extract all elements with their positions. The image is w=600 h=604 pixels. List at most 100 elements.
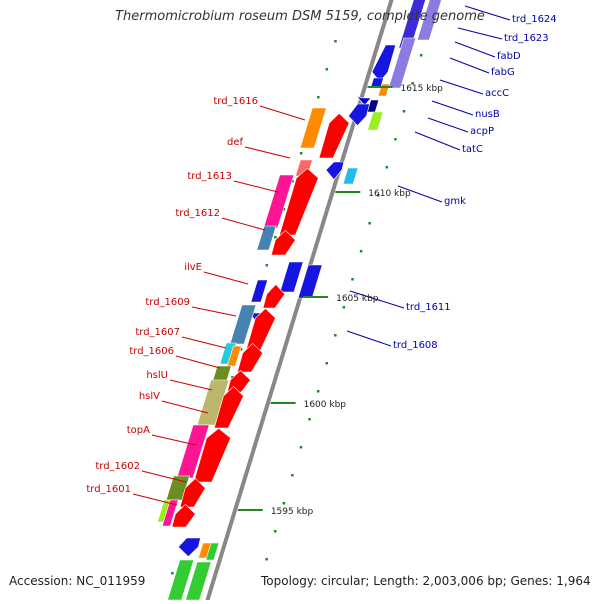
right-gene-label: trd_1608 [393, 340, 438, 351]
track-dash [334, 40, 337, 43]
left-gene-label: hslU [146, 370, 168, 381]
right-gene-label: nusB [475, 109, 500, 120]
track-dash [385, 166, 389, 169]
track-dash [317, 96, 320, 99]
leader-line [181, 336, 227, 349]
track-dash [282, 208, 286, 211]
leader-line [221, 217, 266, 231]
track-dash [316, 390, 320, 393]
leader-line [151, 434, 197, 446]
track-dash [402, 110, 406, 113]
leader-line [233, 180, 279, 193]
left-gene-label: trd_1613 [187, 171, 232, 182]
track-dash [274, 236, 277, 239]
gene-block [299, 107, 327, 149]
track-dash [368, 222, 371, 225]
gene-block [279, 261, 304, 293]
leader-line [161, 400, 209, 414]
leader-line [439, 79, 484, 95]
right-gene-label: trd_1623 [504, 33, 549, 44]
left-gene-label: trd_1602 [95, 461, 140, 472]
track-dash [359, 250, 363, 253]
genome-axis [204, 0, 394, 604]
track-dash [273, 530, 277, 533]
gene-block [177, 537, 201, 558]
leader-line [175, 355, 221, 369]
left-gene-label: trd_1601 [86, 484, 131, 495]
gene-block [416, 0, 442, 41]
accession-label: Accession: NC_011959 [9, 574, 146, 588]
left-gene-label: ilvE [184, 262, 202, 273]
leader-line [346, 330, 392, 347]
gene-block [262, 283, 286, 309]
scale-label: 1610 kbp [368, 189, 411, 199]
track-dash [171, 572, 174, 575]
track-dash [239, 348, 243, 351]
track-dash [394, 138, 397, 141]
left-gene-label: trd_1607 [135, 327, 180, 338]
scale-label: 1605 kbp [336, 294, 379, 304]
scale-label: 1615 kbp [400, 84, 443, 94]
gene-block [371, 44, 397, 83]
leader-line [431, 100, 474, 116]
leader-line [132, 493, 178, 506]
gene-block [325, 161, 345, 181]
leader-line [457, 27, 503, 40]
gene-block [171, 503, 196, 528]
track-dash [334, 334, 337, 337]
leader-line [454, 41, 496, 58]
gene-block [318, 112, 350, 159]
track-dash [325, 68, 329, 71]
track-dash [291, 180, 294, 183]
left-gene-label: hslV [139, 391, 160, 402]
gene-block [348, 103, 370, 127]
leader-line [244, 146, 291, 159]
gene-block [176, 424, 210, 479]
gene-block [161, 499, 179, 527]
left-gene-label: topA [127, 425, 150, 436]
track-dash [308, 418, 311, 421]
right-gene-label: fabD [497, 51, 521, 62]
right-gene-label: acpP [470, 126, 494, 137]
leader-line [464, 5, 511, 21]
leader-line [427, 117, 469, 133]
scale-label: 1595 kbp [271, 507, 314, 517]
right-gene-label: tatC [462, 144, 483, 155]
track-dash [411, 82, 414, 85]
gene-block [297, 264, 323, 299]
leader-line [414, 131, 461, 151]
gene-block [256, 225, 277, 251]
leader-line [397, 185, 443, 203]
track-dash [265, 558, 268, 561]
right-gene-label: fabG [491, 67, 515, 78]
track-dash [351, 278, 354, 281]
gene-block [205, 542, 220, 561]
leader-line [203, 271, 249, 285]
leader-line [141, 470, 187, 483]
topology-summary: Topology: circular; Length: 2,003,006 bp… [261, 574, 591, 588]
track-dash [299, 152, 303, 155]
gene-block [263, 174, 295, 229]
right-gene-label: accC [485, 88, 509, 99]
track-dash [231, 376, 234, 379]
gene-block [270, 229, 296, 256]
genome-title: Thermomicrobium roseum DSM 5159, complet… [115, 9, 485, 24]
leader-line [191, 306, 237, 317]
track-dash [419, 54, 423, 57]
gene-block [367, 111, 384, 131]
gene-block [193, 428, 232, 483]
scale-label: 1600 kbp [304, 400, 347, 410]
left-gene-label: trd_1606 [129, 346, 174, 357]
right-gene-label: trd_1611 [406, 302, 451, 313]
track-dash [342, 306, 346, 309]
left-gene-label: trd_1609 [145, 297, 190, 308]
leader-line [169, 379, 213, 391]
gene-block [237, 342, 264, 373]
track-dash [265, 264, 269, 267]
gene-block [342, 167, 359, 185]
left-gene-label: trd_1616 [213, 96, 258, 107]
left-gene-label: def [227, 137, 244, 148]
track-dash [282, 502, 286, 505]
